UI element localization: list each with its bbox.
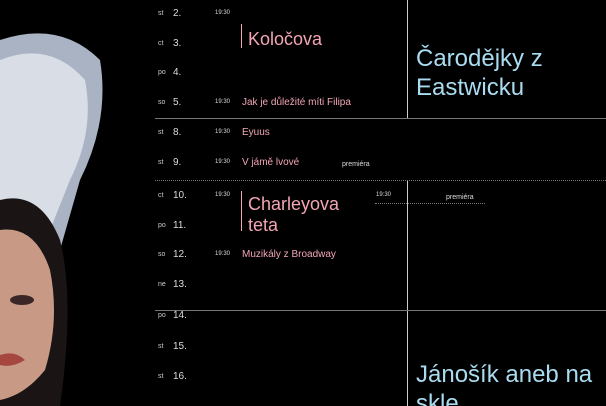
weekday: st xyxy=(158,373,164,380)
date: 16. xyxy=(173,371,187,382)
time: 19:30 xyxy=(215,192,231,198)
show-title: Jánošík aneb na skle xyxy=(416,361,593,406)
date: 9. xyxy=(173,157,182,168)
weekday: po xyxy=(158,69,166,76)
note: premiéra xyxy=(446,194,474,201)
weekday: st xyxy=(158,343,164,350)
time: 19:30 xyxy=(215,129,231,135)
separator xyxy=(375,203,485,204)
date: 4. xyxy=(173,67,182,78)
event-bar xyxy=(241,24,242,48)
date: 10. xyxy=(173,190,187,201)
photo xyxy=(0,33,103,406)
divider xyxy=(407,0,408,118)
time: 19:30 xyxy=(215,251,231,257)
time: 19:30 xyxy=(215,159,231,165)
weekday: ne xyxy=(158,281,166,288)
date: 8. xyxy=(173,127,182,138)
date: 5. xyxy=(173,97,182,108)
note: premiéra xyxy=(342,161,370,168)
divider xyxy=(407,180,408,406)
weekday: so xyxy=(158,99,166,106)
weekday: st xyxy=(158,159,164,166)
event-title: V jámě lvové xyxy=(242,157,300,168)
weekday: ct xyxy=(158,40,164,47)
date: 3. xyxy=(173,38,182,49)
event-title: Jak je důležité míti Filipa xyxy=(242,97,351,108)
weekday: ct xyxy=(158,192,164,199)
weekday: st xyxy=(158,129,164,136)
separator xyxy=(155,180,606,181)
date: 15. xyxy=(173,341,187,352)
event-title: Charleyova teta xyxy=(248,194,340,235)
time: 19:30 xyxy=(215,99,231,105)
weekday: st xyxy=(158,10,164,17)
date: 12. xyxy=(173,249,187,260)
event-title: Koločova xyxy=(248,29,323,49)
date: 13. xyxy=(173,279,187,290)
weekday: po xyxy=(158,312,166,319)
time: 19:30 xyxy=(376,192,392,198)
weekday: po xyxy=(158,222,166,229)
time: 19:30 xyxy=(215,10,231,16)
event-title: Muzikály z Broadway xyxy=(242,249,336,260)
weekday: so xyxy=(158,251,166,258)
show-title: Čarodějky z Eastwicku xyxy=(416,45,543,101)
date: 2. xyxy=(173,8,182,19)
date: 14. xyxy=(173,310,187,321)
event-title: Eyuus xyxy=(242,127,270,138)
date: 11. xyxy=(173,220,187,231)
event-bar xyxy=(241,191,242,231)
separator xyxy=(155,310,606,311)
separator xyxy=(155,118,606,119)
